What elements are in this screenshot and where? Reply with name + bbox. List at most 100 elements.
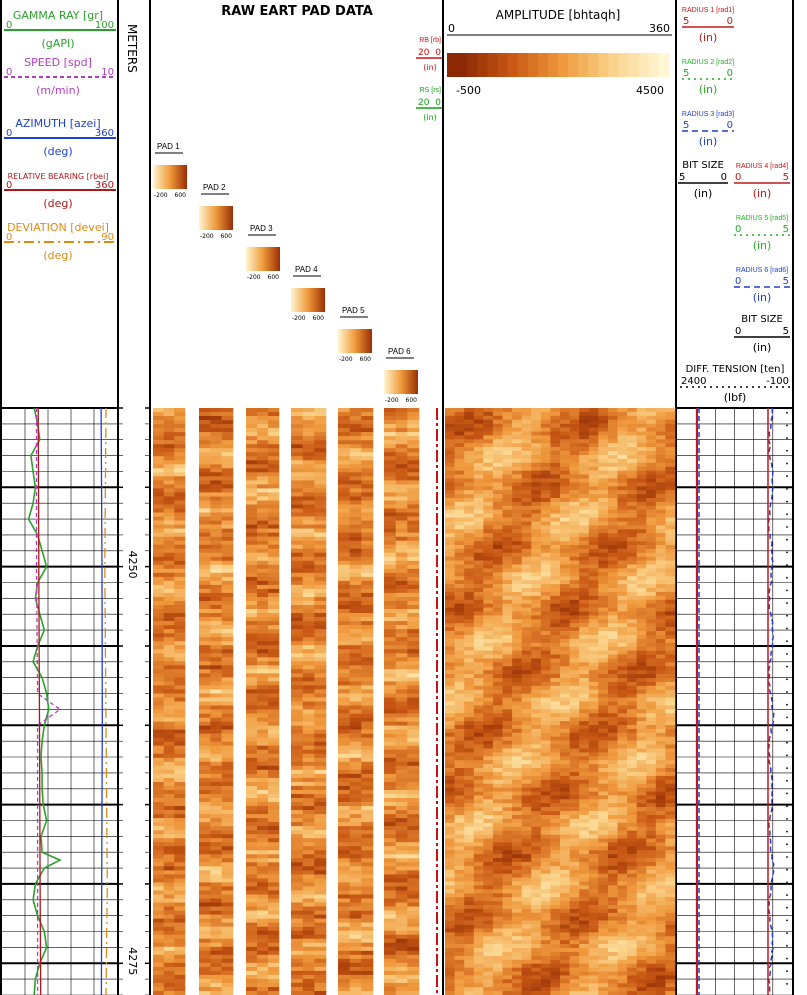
amplitude-image-cell	[665, 654, 676, 659]
pad-image-cell	[361, 568, 374, 574]
pad-image-cell	[349, 858, 362, 863]
pad-image-cell	[361, 838, 374, 843]
amplitude-image-cell	[512, 529, 522, 534]
pad-image-cell	[163, 898, 175, 903]
pad-image-cell	[361, 492, 374, 497]
pad-image-cell	[291, 741, 303, 746]
pad-image-cell	[361, 874, 374, 879]
amplitude-image-cell	[588, 529, 599, 534]
pad-image-cell	[257, 681, 269, 686]
amplitude-image-cell	[521, 685, 532, 690]
pad-image-cell	[268, 713, 280, 718]
pad-image-cell	[291, 432, 303, 437]
amplitude-image-cell	[445, 650, 455, 655]
pad-image-cell	[246, 954, 258, 960]
pad-image-cell	[338, 854, 350, 859]
pad-image-cell	[210, 552, 222, 557]
pad-image-cell	[221, 785, 234, 791]
amplitude-image-cell	[560, 580, 570, 585]
pad-image-cell	[361, 436, 374, 441]
amplitude-image-cell	[454, 627, 465, 632]
amplitude-image-cell	[560, 529, 570, 534]
pad-image-cell	[384, 693, 396, 698]
amplitude-image-cell	[521, 439, 532, 444]
pad-image-cell	[221, 560, 234, 566]
pad-image-cell	[384, 978, 396, 984]
pad-image-cell	[361, 910, 374, 915]
amplitude-image-cell	[655, 564, 666, 569]
amplitude-image-cell	[627, 486, 637, 491]
pad-image-cell	[291, 520, 303, 525]
pad-image-cell	[221, 926, 234, 931]
pad-image-cell	[302, 564, 315, 570]
pad-image-cell	[291, 420, 303, 425]
amplitude-image-cell	[540, 431, 551, 436]
amplitude-image-cell	[540, 607, 551, 612]
amplitude-image-cell	[588, 740, 599, 745]
amplitude-image-cell	[569, 631, 580, 636]
amplitude-image-cell	[588, 537, 599, 542]
amplitude-scale-cell	[638, 53, 650, 77]
pad-image-cell	[361, 769, 374, 775]
amplitude-image-cell	[665, 560, 676, 565]
amplitude-image-cell	[560, 701, 570, 706]
amplitude-image-cell	[512, 646, 522, 651]
amplitude-image-cell	[483, 486, 494, 491]
pad-image-cell	[361, 677, 374, 682]
pad-image-cell	[174, 605, 186, 610]
pad-image-cell	[384, 512, 396, 517]
amplitude-image-cell	[636, 482, 647, 487]
pad-image-cell	[221, 689, 234, 694]
pad-image-cell	[395, 874, 408, 879]
amplitude-image-cell	[655, 498, 666, 503]
pad-image-cell	[291, 597, 303, 602]
pad-image-cell	[199, 621, 211, 626]
right-curve-unit-1: (in)	[699, 83, 718, 96]
pad-image-cell	[268, 882, 280, 887]
pad-image-cell	[314, 854, 327, 859]
pad-image-cell	[314, 814, 327, 819]
pad-image-cell	[407, 520, 420, 525]
amplitude-image-cell	[464, 541, 475, 546]
pad-image-cell	[153, 460, 164, 465]
pad-image-cell	[361, 520, 374, 525]
pad-image-cell	[153, 456, 164, 461]
pad-image-cell	[221, 673, 234, 678]
pad-image-cell	[257, 794, 269, 799]
pad-image-cell	[257, 408, 269, 413]
pad-image-cell	[268, 677, 280, 682]
amplitude-image-cell	[473, 591, 484, 597]
pad-image-cell	[174, 681, 186, 686]
pad-image-cell	[221, 492, 234, 497]
amplitude-image-cell	[502, 654, 513, 659]
amplitude-image-cell	[550, 725, 561, 730]
pad-image-cell	[384, 520, 396, 525]
pad-image-cell	[210, 874, 222, 879]
pad-image-cell	[221, 657, 234, 662]
pad-image-cell	[246, 765, 258, 771]
amplitude-image-cell	[646, 713, 657, 718]
amplitude-image-cell	[464, 717, 475, 722]
pad-image-cell	[163, 637, 175, 642]
amplitude-image-cell	[502, 478, 513, 483]
amplitude-image-cell	[521, 588, 532, 593]
pad-image-cell	[395, 440, 408, 445]
pad-image-cell	[361, 846, 374, 851]
amplitude-image-cell	[588, 552, 599, 557]
pad-image-cell	[268, 729, 280, 734]
pad-image-cell	[221, 448, 234, 453]
amplitude-image-cell	[646, 725, 657, 730]
amplitude-image-cell	[665, 494, 676, 499]
pad-image-cell	[384, 970, 396, 976]
pad-image-cell	[395, 468, 408, 473]
amplitude-image-cell	[569, 681, 580, 687]
pad-image-cell	[246, 773, 258, 779]
pad-image-cell	[163, 818, 175, 823]
pad-image-cell	[268, 777, 280, 783]
amplitude-image-cell	[569, 517, 580, 522]
curve-max-rbei: 360	[95, 180, 114, 191]
pad-image-cell	[163, 991, 175, 995]
pad-image-cell	[246, 661, 258, 666]
amplitude-image-cell	[655, 517, 666, 522]
pad-image-cell	[257, 645, 269, 650]
